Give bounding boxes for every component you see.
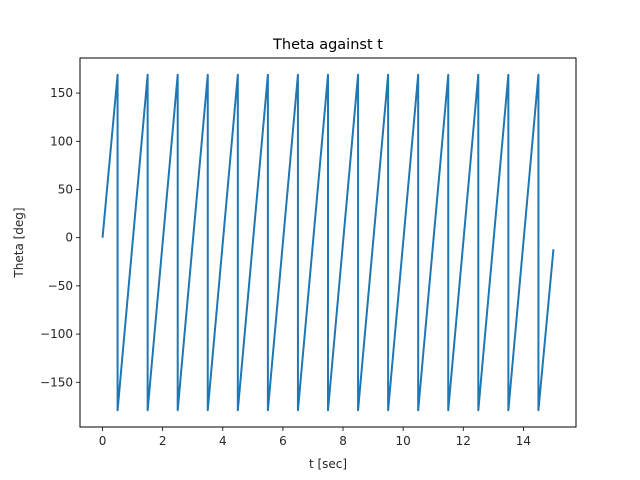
x-tick-label: 4 [219,434,227,448]
x-tick-label: 10 [396,434,411,448]
y-tick-label: 100 [50,134,73,148]
chart-title: Theta against t [272,37,383,53]
x-tick-label: 12 [456,434,471,448]
x-tick-label: 2 [159,434,167,448]
y-axis-label: Theta [deg] [12,207,26,278]
series-line-0 [101,73,555,412]
y-tick-label: −150 [40,375,73,389]
x-axis-label: t [sec] [309,457,347,471]
axis-ticks: 0 2 4 6 8 10 12 14 −150 −100 −50 0 50 100 150 [40,86,531,448]
x-tick-label: 6 [279,434,287,448]
x-tick-label: 0 [99,434,107,448]
y-tick-label: −100 [40,327,73,341]
y-tick-label: −50 [48,279,73,293]
y-tick-label: 150 [50,86,73,100]
plot-area [101,73,555,412]
y-tick-label: 0 [65,231,73,245]
axes-frame [79,57,577,428]
x-tick-label: 14 [516,434,531,448]
x-tick-label: 8 [339,434,347,448]
y-tick-label: 50 [58,182,73,196]
